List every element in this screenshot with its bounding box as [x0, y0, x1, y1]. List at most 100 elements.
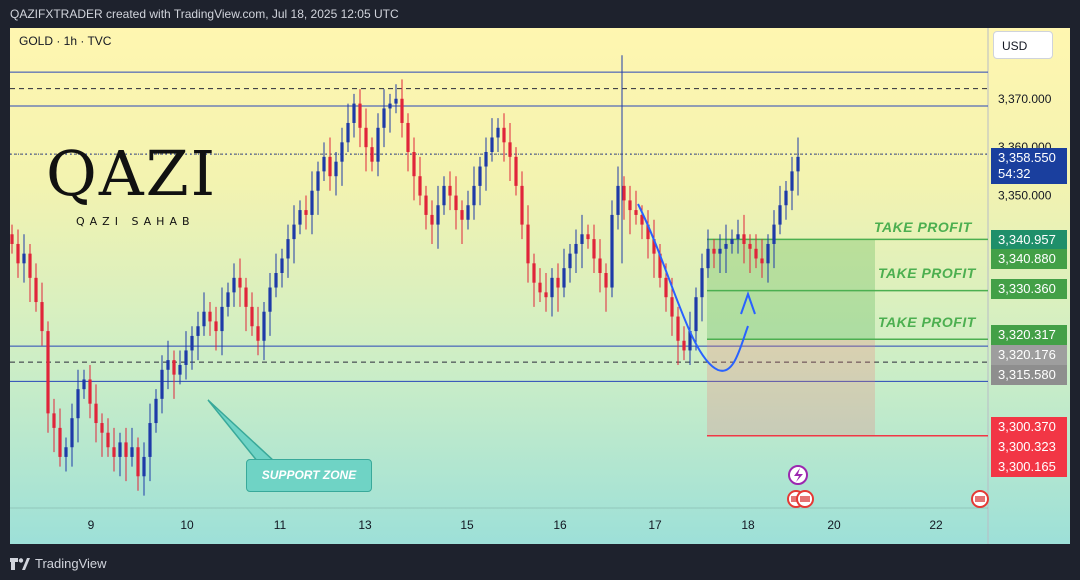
candle-body: [328, 156, 332, 177]
candle-body: [412, 152, 416, 177]
candle-body: [88, 379, 92, 404]
x-tick-label: 16: [553, 518, 567, 532]
candle-body: [490, 137, 494, 152]
candle-body: [106, 432, 110, 448]
support-zone-pointer: [207, 399, 277, 463]
us-flag-stripes: [975, 496, 985, 502]
candle-body: [208, 311, 212, 322]
candle-body: [520, 185, 524, 225]
candle-body: [172, 360, 176, 375]
candle-body: [166, 360, 170, 370]
candle-body: [544, 292, 548, 298]
candle-body: [154, 398, 158, 424]
symbol-label: GOLD · 1h · TVC: [19, 34, 112, 48]
candle-body: [22, 253, 26, 264]
candle-body: [610, 214, 614, 288]
candle-body: [430, 214, 434, 225]
candle-body: [526, 224, 530, 264]
candle-body: [64, 447, 68, 457]
candle-body: [370, 147, 374, 162]
candle-body: [136, 447, 140, 477]
candle-body: [112, 447, 116, 457]
candle-body: [502, 127, 506, 143]
x-tick-label: 15: [460, 518, 474, 532]
candle-body: [754, 248, 758, 259]
candle-body: [292, 224, 296, 240]
candle-body: [196, 326, 200, 336]
candle-body: [268, 287, 272, 312]
chart-header: QAZIFXTRADER created with TradingView.co…: [0, 0, 1080, 28]
tradingview-logo[interactable]: TradingView: [10, 556, 107, 571]
candle-body: [538, 282, 542, 293]
candle-body: [118, 442, 122, 457]
candle-body: [508, 142, 512, 157]
candle-body: [436, 205, 440, 225]
candle-body: [394, 98, 398, 104]
candle-body: [730, 239, 734, 244]
candle-body: [466, 205, 470, 220]
chart-area[interactable]: 3,370.0003,360.0003,350.0009101113151617…: [10, 28, 1070, 544]
candle-body: [190, 335, 194, 351]
candle-body: [232, 277, 236, 293]
candle-body: [76, 389, 80, 419]
candle-body: [220, 306, 224, 332]
candle-body: [748, 243, 752, 249]
candle-body: [790, 171, 794, 191]
x-tick-label: 20: [827, 518, 841, 532]
candle-body: [124, 442, 128, 457]
x-tick-label: 11: [274, 518, 287, 532]
candle-body: [322, 156, 326, 172]
candle-body: [574, 243, 578, 254]
candle-body: [214, 321, 218, 332]
candle-body: [586, 234, 590, 240]
current-price-label: 3,358.550 54:32: [991, 148, 1067, 184]
candle-body: [130, 447, 134, 457]
support-zone-callout: SUPPORT ZONE: [246, 459, 372, 492]
candle-body: [388, 103, 392, 109]
candle-body: [784, 190, 788, 206]
x-tick-label: 18: [741, 518, 755, 532]
candle-body: [280, 258, 284, 273]
candle-body: [364, 127, 368, 148]
projection-curve: [637, 203, 749, 372]
candle-body: [400, 98, 404, 123]
candle-body: [580, 234, 584, 244]
candle-body: [358, 103, 362, 128]
candle-body: [616, 185, 620, 215]
take-profit-label-3: TAKE PROFIT: [878, 314, 976, 330]
candle-body: [796, 156, 800, 172]
x-tick-label: 9: [88, 518, 95, 532]
candle-body: [556, 277, 560, 288]
candle-body: [250, 306, 254, 327]
candle-body: [760, 258, 764, 264]
candle-body: [160, 369, 164, 399]
candle-body: [700, 268, 704, 298]
candle-body: [646, 224, 650, 240]
currency-selector[interactable]: USD: [993, 31, 1053, 59]
us-flag-stripes: [800, 496, 810, 502]
candle-body: [694, 297, 698, 332]
candle-body: [184, 350, 188, 365]
candle-body: [592, 239, 596, 259]
brand-logo: QAZI QAZI SAHAB: [46, 143, 215, 229]
brand-logo-sub: QAZI SAHAB: [76, 215, 195, 228]
candle-body: [514, 156, 518, 186]
stop-price-label-2: 3,300.323: [991, 437, 1067, 457]
candle-body: [406, 122, 410, 152]
candle-body: [28, 253, 32, 278]
candle-body: [442, 185, 446, 206]
candle-body: [262, 311, 266, 341]
x-tick-label: 10: [180, 518, 194, 532]
tp1b-price-label: 3,340.880: [991, 249, 1067, 269]
candle-body: [340, 142, 344, 162]
candle-body: [628, 200, 632, 211]
candle-body: [94, 403, 98, 424]
price-chart[interactable]: 3,370.0003,360.0003,350.0009101113151617…: [10, 28, 1070, 544]
candle-body: [460, 210, 464, 220]
profit-zone: [707, 239, 875, 340]
candle-body: [454, 195, 458, 211]
candle-body: [634, 210, 638, 215]
candle-body: [424, 195, 428, 215]
candle-body: [562, 268, 566, 288]
candle-body: [718, 248, 722, 254]
